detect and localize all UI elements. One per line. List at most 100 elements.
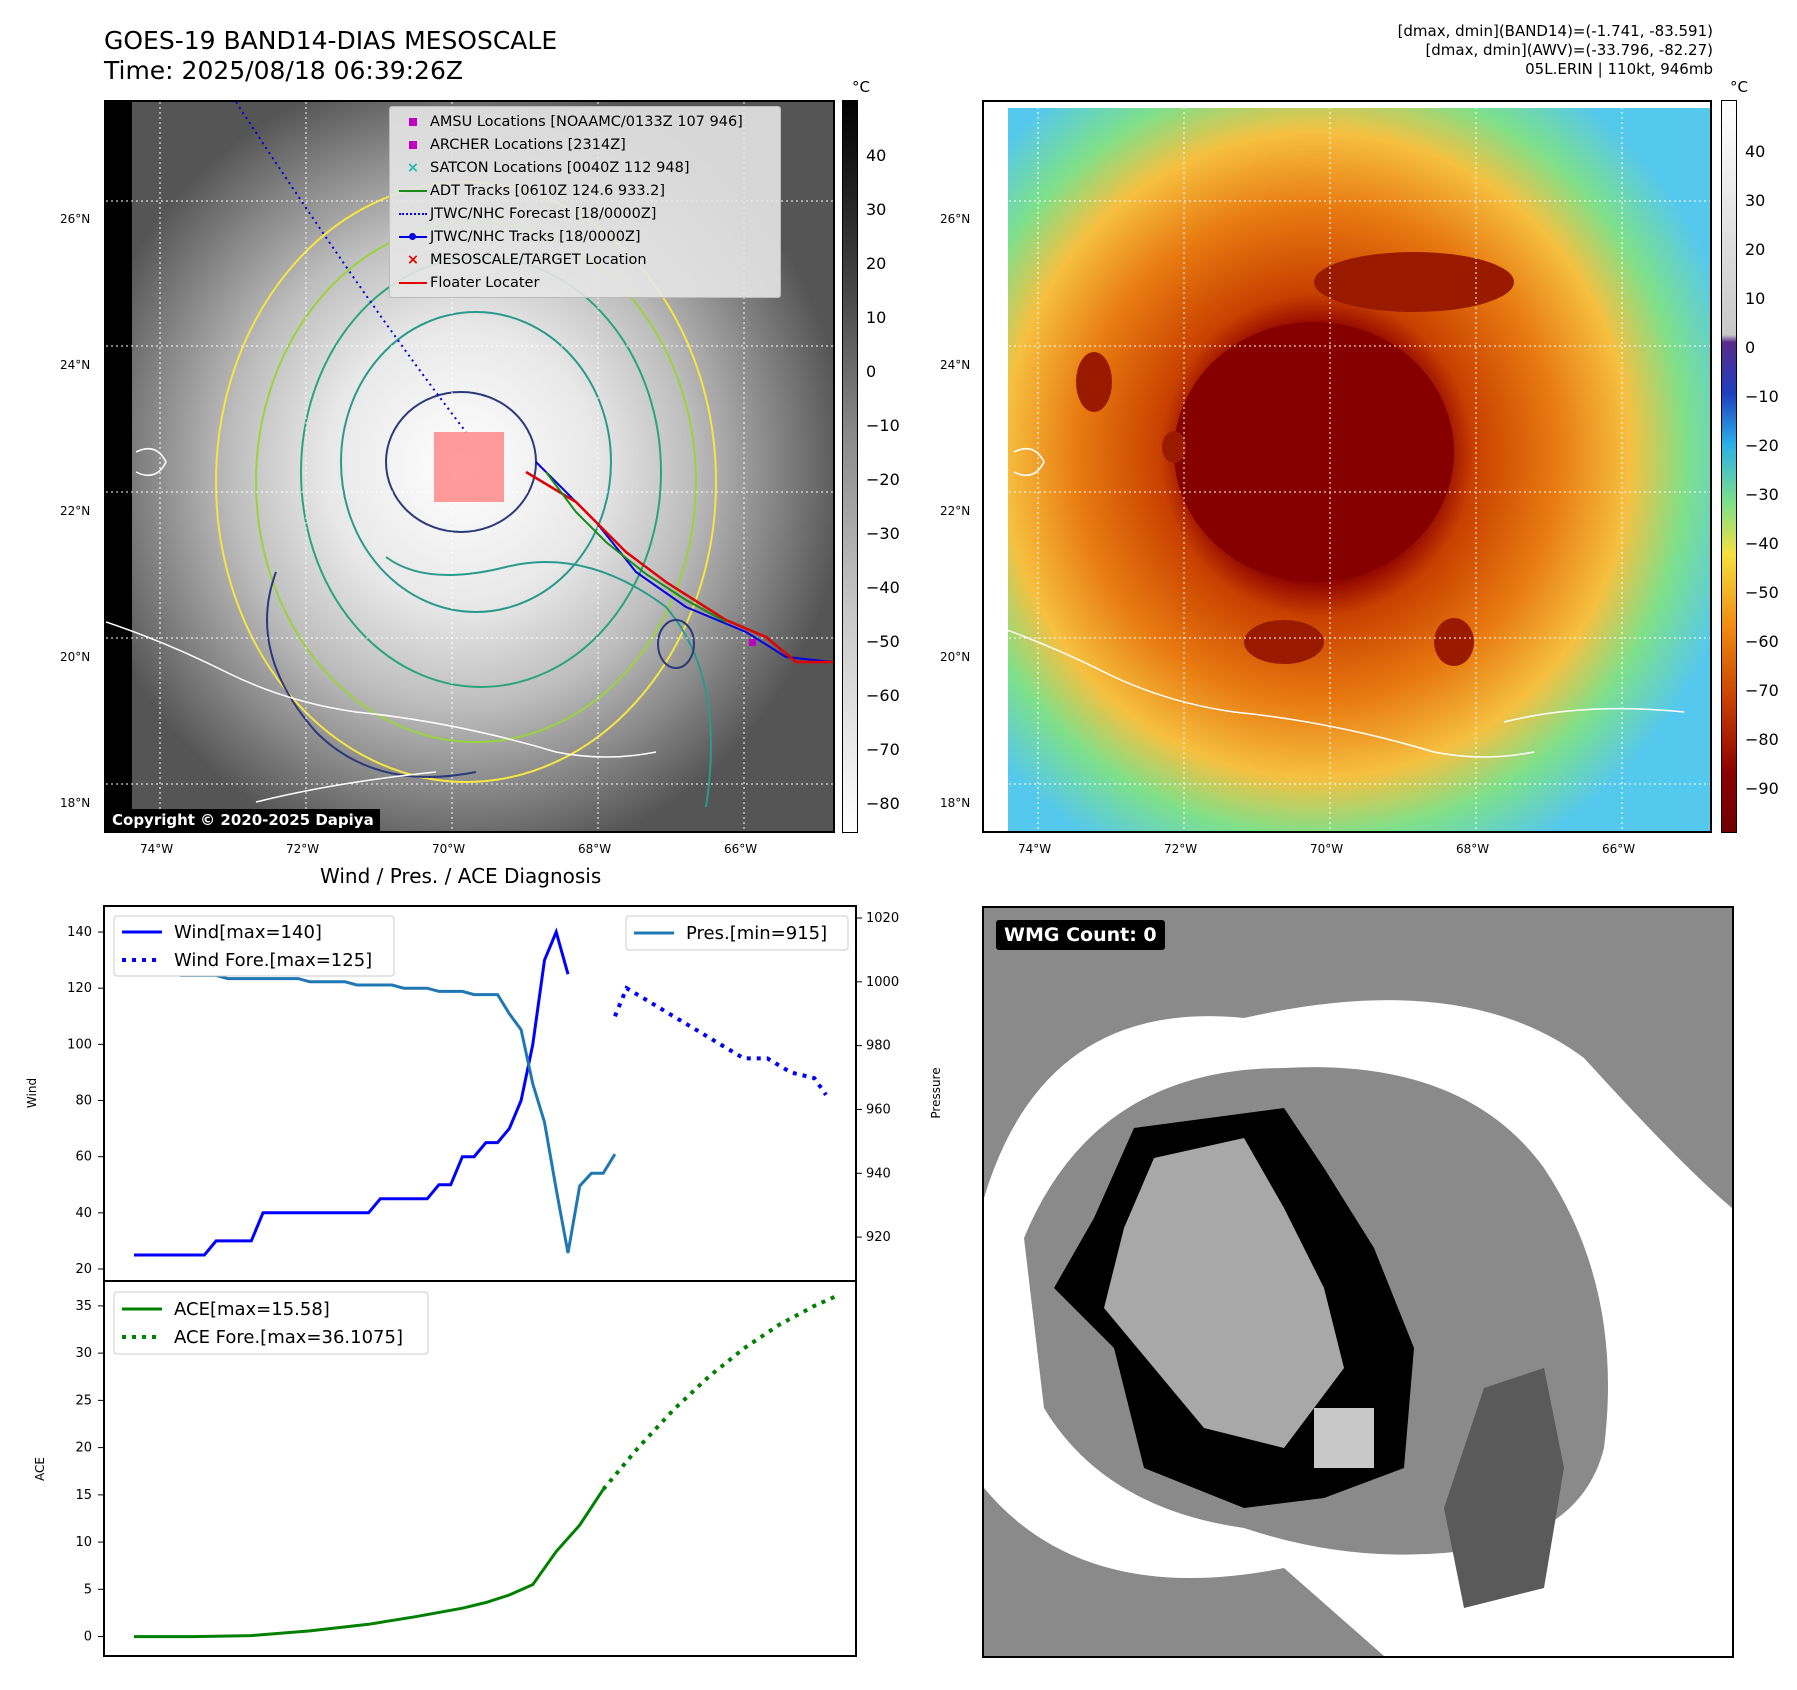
pres-tick-label: 1000 <box>866 975 899 990</box>
map-legend: AMSU Locations [NOAAMC/0133Z 107 946] AR… <box>389 106 781 298</box>
cb-tick: −10 <box>866 416 900 435</box>
adt-track <box>545 471 727 623</box>
info-line-1: [dmax, dmin](BAND14)=(-1.741, -83.591) <box>1397 22 1713 40</box>
lat-label: 18°N <box>60 796 91 810</box>
legend-pres: Pres.[min=915] <box>686 923 827 944</box>
legend-entry: Floater Locater <box>396 271 774 294</box>
chart-title: GOES-19 BAND14-DIAS MESOSCALE Time: 2025… <box>104 26 557 86</box>
copyright-label: Copyright © 2020-2025 Dapiya <box>106 809 380 831</box>
lon-label: 72°W <box>1164 842 1198 856</box>
ace-legend: ACE[max=15.58] ACE Fore.[max=36.1075] <box>113 1291 429 1355</box>
ace-tick-label: 0 <box>84 1630 92 1645</box>
lon-label: 72°W <box>286 842 320 856</box>
cb-tick: −10 <box>1745 387 1779 406</box>
legend-marker <box>396 212 430 215</box>
legend-entry: ARCHER Locations [2314Z] <box>396 133 774 156</box>
awv-gridlines <box>984 102 1710 831</box>
info-line-3: 05L.ERIN | 110kt, 946mb <box>1525 60 1713 78</box>
ace-axes-frame <box>103 1280 857 1657</box>
legend-label: ARCHER Locations [2314Z] <box>430 136 626 153</box>
contour-small <box>657 619 695 669</box>
series-layer <box>134 927 839 1639</box>
cb-tick: −60 <box>866 686 900 705</box>
legend-label: JTWC/NHC Forecast [18/0000Z] <box>430 205 657 222</box>
cb-tick: −30 <box>866 524 900 543</box>
pres-tick-label: 940 <box>866 1166 891 1181</box>
awv-cells <box>1076 252 1514 666</box>
lon-label: 68°W <box>1456 842 1490 856</box>
legend-entry: AMSU Locations [NOAAMC/0133Z 107 946] <box>396 110 774 133</box>
legend-marker <box>396 114 430 130</box>
cb-tick: −90 <box>1745 779 1779 798</box>
pres-ylabel: Pressure <box>929 1067 943 1118</box>
wmg-dark-band <box>1444 1368 1564 1608</box>
ace-tick-label: 35 <box>75 1299 92 1314</box>
cb-tick: 30 <box>1745 191 1766 210</box>
ace-forecast-series-line <box>601 1293 839 1491</box>
cb-tick: −40 <box>1745 534 1779 553</box>
legend-marker: × <box>406 251 420 268</box>
legend-label: SATCON Locations [0040Z 112 948] <box>430 159 690 176</box>
cb-tick: −20 <box>866 470 900 489</box>
pres-tick-label: 1020 <box>866 911 899 926</box>
wmg-bright-cells <box>1314 1408 1374 1468</box>
cb-tick: 40 <box>1745 142 1766 161</box>
wind-tick-label: 60 <box>75 1150 92 1165</box>
wind-tick-label: 20 <box>75 1262 92 1277</box>
intensity-info: [dmax, dmin](BAND14)=(-1.741, -83.591) [… <box>1398 22 1713 79</box>
wmg-gray-south <box>984 1488 1384 1656</box>
lat-label: 22°N <box>940 504 971 518</box>
wind-tick-label: 140 <box>67 925 92 940</box>
colorbar-right-unit: °C <box>1730 78 1748 96</box>
legend-label: MESOSCALE/TARGET Location <box>430 251 647 268</box>
cb-tick: 20 <box>866 254 887 273</box>
awv-core <box>1174 322 1454 582</box>
wind-tick-label: 80 <box>75 1094 92 1109</box>
contour-band-1 <box>385 556 712 808</box>
cb-tick: 20 <box>1745 240 1766 259</box>
cb-tick: −40 <box>866 578 900 597</box>
contour-teal <box>340 311 612 613</box>
wind-y-ticks: 140 120 100 80 60 40 20 <box>67 925 104 1277</box>
colorbar-left <box>842 100 858 833</box>
lon-label: 68°W <box>578 842 612 856</box>
legend-label: JTWC/NHC Tracks [18/0000Z] <box>430 228 641 245</box>
wind-tick-label: 40 <box>75 1206 92 1221</box>
lat-label: 20°N <box>940 650 971 664</box>
cb-tick: −50 <box>866 632 900 651</box>
lon-label: 74°W <box>140 842 174 856</box>
lon-label: 70°W <box>1310 842 1344 856</box>
lat-label: 20°N <box>60 650 91 664</box>
lon-label: 66°W <box>1602 842 1636 856</box>
wmg-lightgray-core <box>1104 1138 1344 1448</box>
awv-map-panel <box>982 100 1712 833</box>
ir-map-panel: AMSU Locations [NOAAMC/0133Z 107 946] AR… <box>104 100 835 833</box>
colorbar-right <box>1721 100 1737 833</box>
cb-tick: −70 <box>866 740 900 759</box>
wind-tick-label: 100 <box>67 1037 92 1052</box>
lat-label: 22°N <box>60 504 91 518</box>
pres-tick-label: 980 <box>866 1039 891 1054</box>
cb-tick: −60 <box>1745 632 1779 651</box>
ace-y-ticks: 35 30 25 20 15 10 5 0 <box>75 1299 104 1645</box>
wind-legend: Wind[max=140] Wind Fore.[max=125] <box>113 915 395 977</box>
info-line-2: [dmax, dmin](AWV)=(-33.796, -82.27) <box>1425 41 1713 59</box>
floater-track <box>525 470 833 664</box>
wind-forecast-series-line <box>613 985 828 1097</box>
coast-bahamas <box>135 447 167 477</box>
lat-label: 26°N <box>60 212 91 226</box>
ace-tick-label: 30 <box>75 1346 92 1361</box>
cb-tick: −30 <box>1745 485 1779 504</box>
cb-tick: 0 <box>1745 338 1756 357</box>
legend-entry: × MESOSCALE/TARGET Location <box>396 248 774 271</box>
no-data-strip <box>106 102 132 831</box>
cb-tick: −20 <box>1745 436 1779 455</box>
ace-tick-label: 15 <box>75 1488 92 1503</box>
awv-coastlines <box>984 447 1685 758</box>
ace-tick-label: 25 <box>75 1393 92 1408</box>
legend-marker <box>396 232 430 240</box>
pressure-series-line <box>134 954 617 1254</box>
lon-label: 70°W <box>432 842 466 856</box>
legend-marker: × <box>406 159 420 176</box>
